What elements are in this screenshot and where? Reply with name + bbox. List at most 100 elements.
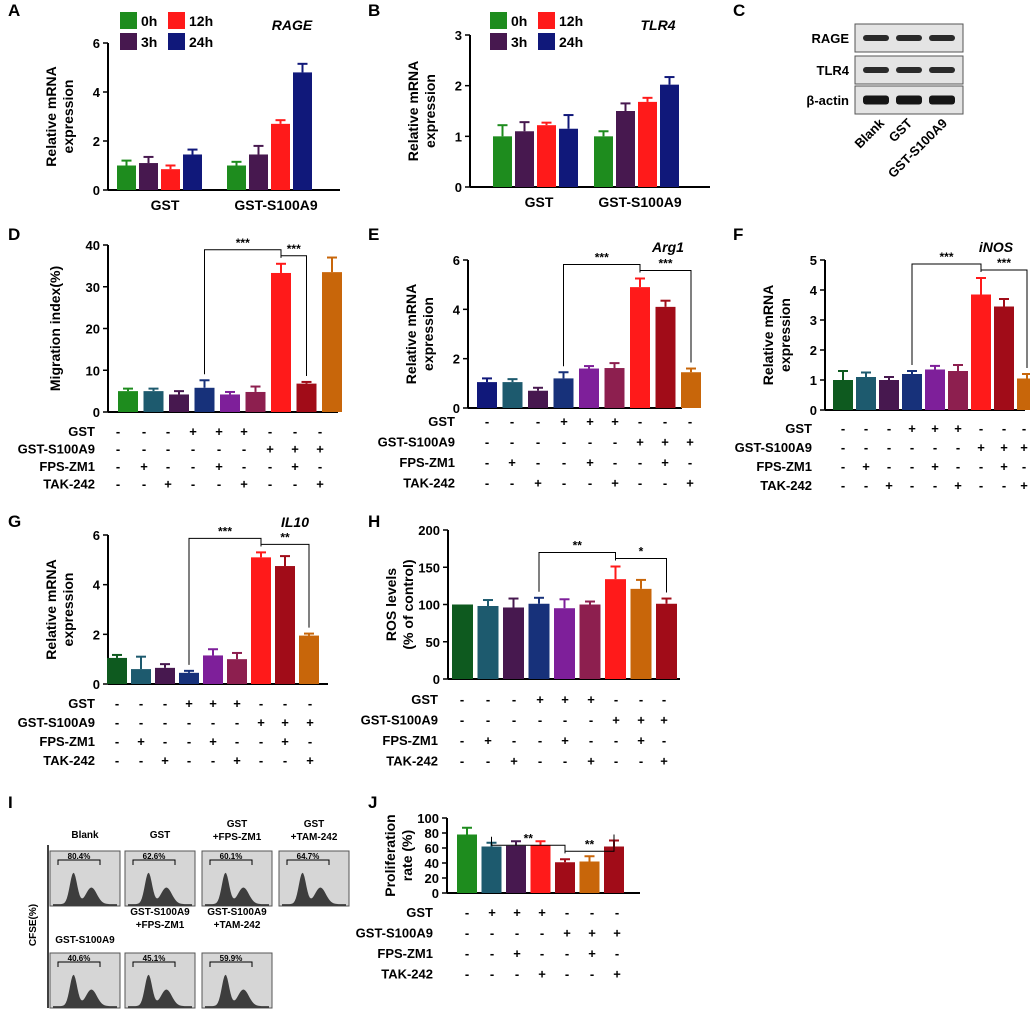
condition-sign: - xyxy=(589,713,593,728)
condition-sign: + xyxy=(661,455,669,470)
condition-sign: + xyxy=(931,459,939,474)
condition-sign: + xyxy=(240,477,248,492)
condition-label: FPS-ZM1 xyxy=(399,455,455,470)
bar xyxy=(506,845,526,893)
condition-sign: - xyxy=(562,455,566,470)
condition-sign: - xyxy=(565,946,569,961)
condition-sign: - xyxy=(563,754,567,769)
bar xyxy=(579,368,599,408)
histogram-curve xyxy=(205,872,269,906)
condition-sign: - xyxy=(588,435,592,450)
condition-sign: - xyxy=(268,424,272,439)
condition-label: TAK-242 xyxy=(43,753,95,768)
bar xyxy=(227,659,247,684)
bar xyxy=(275,566,295,684)
condition-sign: - xyxy=(841,478,845,493)
histogram-title: +FPS-ZM1 xyxy=(136,920,185,931)
condition-sign: - xyxy=(979,459,983,474)
condition-sign: - xyxy=(510,414,514,429)
condition-table: GST - - - + + + - - -GST-S100A9- - - - - - + + +FPS-ZM1- +… xyxy=(735,421,1029,493)
condition-sign: - xyxy=(485,435,489,450)
condition-sign: - xyxy=(163,696,167,711)
y-tick-label: 0 xyxy=(93,405,100,420)
condition-sign: - xyxy=(662,692,666,707)
condition-sign: + xyxy=(636,435,644,450)
condition-label: GST xyxy=(411,692,438,707)
bar xyxy=(457,834,477,893)
y-tick-label: 2 xyxy=(93,134,100,149)
bar xyxy=(594,136,613,187)
legend-label: 0h xyxy=(511,13,527,29)
condition-sign: - xyxy=(166,459,170,474)
bar xyxy=(554,608,575,679)
y-tick-label: 3 xyxy=(455,28,462,43)
gate-percent: 60.1% xyxy=(220,852,243,861)
condition-sign: + xyxy=(613,926,621,941)
bar xyxy=(183,154,202,190)
condition-sign: - xyxy=(485,414,489,429)
condition-sign: - xyxy=(638,414,642,429)
condition-sign: - xyxy=(166,424,170,439)
condition-sign: - xyxy=(187,734,191,749)
bar xyxy=(605,579,626,679)
y-tick-label: 0 xyxy=(93,183,100,198)
condition-sign: + xyxy=(534,476,542,491)
condition-sign: - xyxy=(259,734,263,749)
condition-label: FPS-ZM1 xyxy=(382,733,438,748)
panel-E: E Arg1 0 2 4 6 Relative mRNA expression *** *** GS… xyxy=(368,225,701,491)
condition-sign: - xyxy=(638,455,642,470)
panel-label: A xyxy=(8,1,20,20)
condition-sign: - xyxy=(538,733,542,748)
gate-percent: 40.6% xyxy=(68,954,91,963)
bar xyxy=(660,84,679,187)
condition-sign: + xyxy=(563,926,571,941)
condition-sign: - xyxy=(116,442,120,457)
condition-sign: - xyxy=(512,713,516,728)
histogram-title: +FPS-ZM1 xyxy=(213,832,262,843)
condition-sign: + xyxy=(908,421,916,436)
condition-sign: + xyxy=(612,713,620,728)
condition-sign: - xyxy=(910,440,914,455)
condition-sign: + xyxy=(137,734,145,749)
y-tick-label: 6 xyxy=(93,36,100,51)
bar xyxy=(902,374,922,410)
condition-sign: + xyxy=(508,455,516,470)
panel-label: H xyxy=(368,512,380,531)
y-tick-label: 60 xyxy=(425,841,439,856)
y-tick-label: 2 xyxy=(93,627,100,642)
condition-sign: - xyxy=(116,459,120,474)
gate-percent: 80.4% xyxy=(68,852,91,861)
condition-sign: - xyxy=(142,424,146,439)
condition-label: FPS-ZM1 xyxy=(756,459,812,474)
condition-sign: + xyxy=(233,696,241,711)
condition-sign: + xyxy=(661,435,669,450)
condition-sign: + xyxy=(316,477,324,492)
y-tick-label: 2 xyxy=(453,352,460,367)
condition-sign: - xyxy=(864,440,868,455)
condition-sign: - xyxy=(318,424,322,439)
significance-label: *** xyxy=(939,250,953,264)
histogram-title: +TAM-242 xyxy=(214,920,261,931)
condition-sign: - xyxy=(217,442,221,457)
significance-bracket xyxy=(615,558,667,593)
y-tick-label: 5 xyxy=(810,253,817,268)
condition-sign: - xyxy=(259,753,263,768)
bar xyxy=(118,391,138,412)
condition-sign: - xyxy=(887,421,891,436)
panel-I: I CFSE(%) 80.4% Blank 62.6% GST 60.1% GST +FPS-Z… xyxy=(8,793,350,1009)
bar xyxy=(530,845,551,893)
gate-bracket xyxy=(57,859,101,865)
panel-A: A 0h 3h 12h 24h RAGE 0 2 4 6 Relative mRNA expressi… xyxy=(8,1,340,213)
bar xyxy=(681,372,701,408)
condition-label: GST xyxy=(428,414,455,429)
condition-sign: - xyxy=(887,440,891,455)
condition-sign: - xyxy=(510,435,514,450)
condition-sign: - xyxy=(486,713,490,728)
significance-bracket xyxy=(260,543,310,628)
condition-label: TAK-242 xyxy=(386,754,438,769)
condition-sign: - xyxy=(613,435,617,450)
blot-band xyxy=(929,95,955,105)
condition-sign: - xyxy=(663,476,667,491)
condition-sign: - xyxy=(565,967,569,982)
